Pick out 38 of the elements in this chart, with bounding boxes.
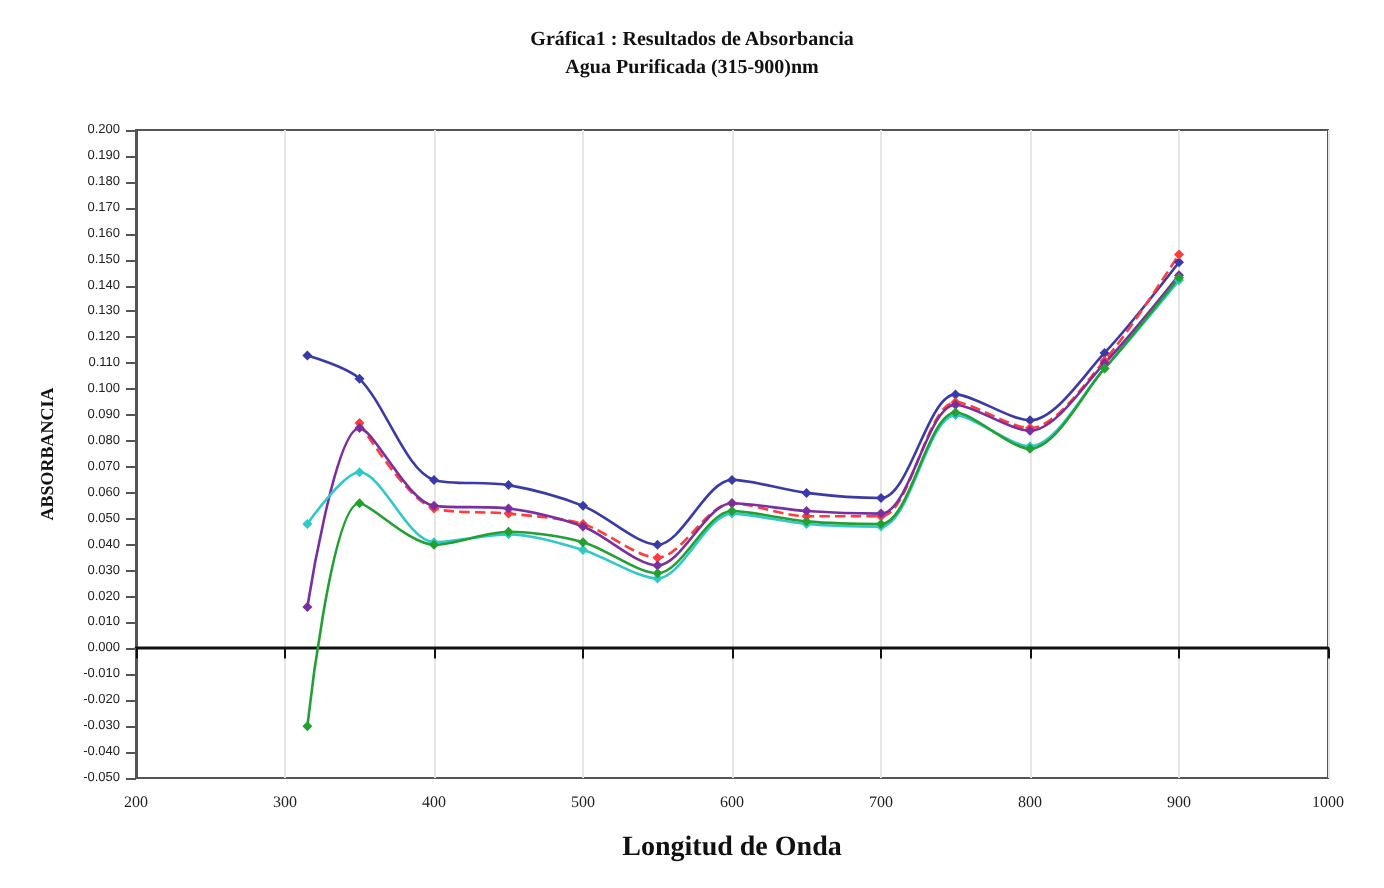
chart-subtitle: Agua Purificada (315-900)nm	[565, 57, 820, 79]
point	[876, 493, 886, 504]
x-tick-label: 800	[1018, 793, 1042, 811]
x-tick-label: 200	[124, 793, 148, 811]
point	[503, 480, 514, 491]
point	[503, 503, 514, 514]
point	[302, 721, 313, 732]
point	[727, 474, 737, 485]
point	[1174, 249, 1184, 260]
x-axis-title: Longitud de Onda	[622, 833, 842, 863]
point	[354, 467, 365, 478]
point	[1099, 347, 1110, 358]
x-tick-label: 700	[869, 793, 893, 811]
x-tick-label: 1000	[1312, 793, 1344, 811]
point	[801, 506, 812, 517]
point	[354, 498, 365, 509]
x-tick-label: 900	[1167, 793, 1191, 811]
point	[302, 601, 313, 612]
point	[652, 539, 663, 550]
point	[429, 474, 439, 485]
x-tick-label: 500	[571, 793, 595, 811]
point	[652, 560, 663, 571]
point	[1174, 257, 1184, 268]
point	[950, 389, 961, 400]
point	[801, 487, 812, 498]
point	[652, 568, 663, 579]
x-tick-label: 600	[720, 793, 744, 811]
y-axis-title: ABSORBANCIA	[37, 386, 57, 521]
point	[302, 518, 313, 529]
point	[354, 423, 365, 434]
point	[578, 500, 588, 511]
point	[302, 350, 313, 361]
x-tick-label: 400	[422, 793, 446, 811]
chart-title: Gráfica1 : Resultados de Absorbancia	[530, 29, 854, 51]
point	[578, 537, 588, 548]
point	[354, 373, 365, 384]
x-tick-label: 300	[273, 793, 297, 811]
point	[652, 552, 663, 563]
